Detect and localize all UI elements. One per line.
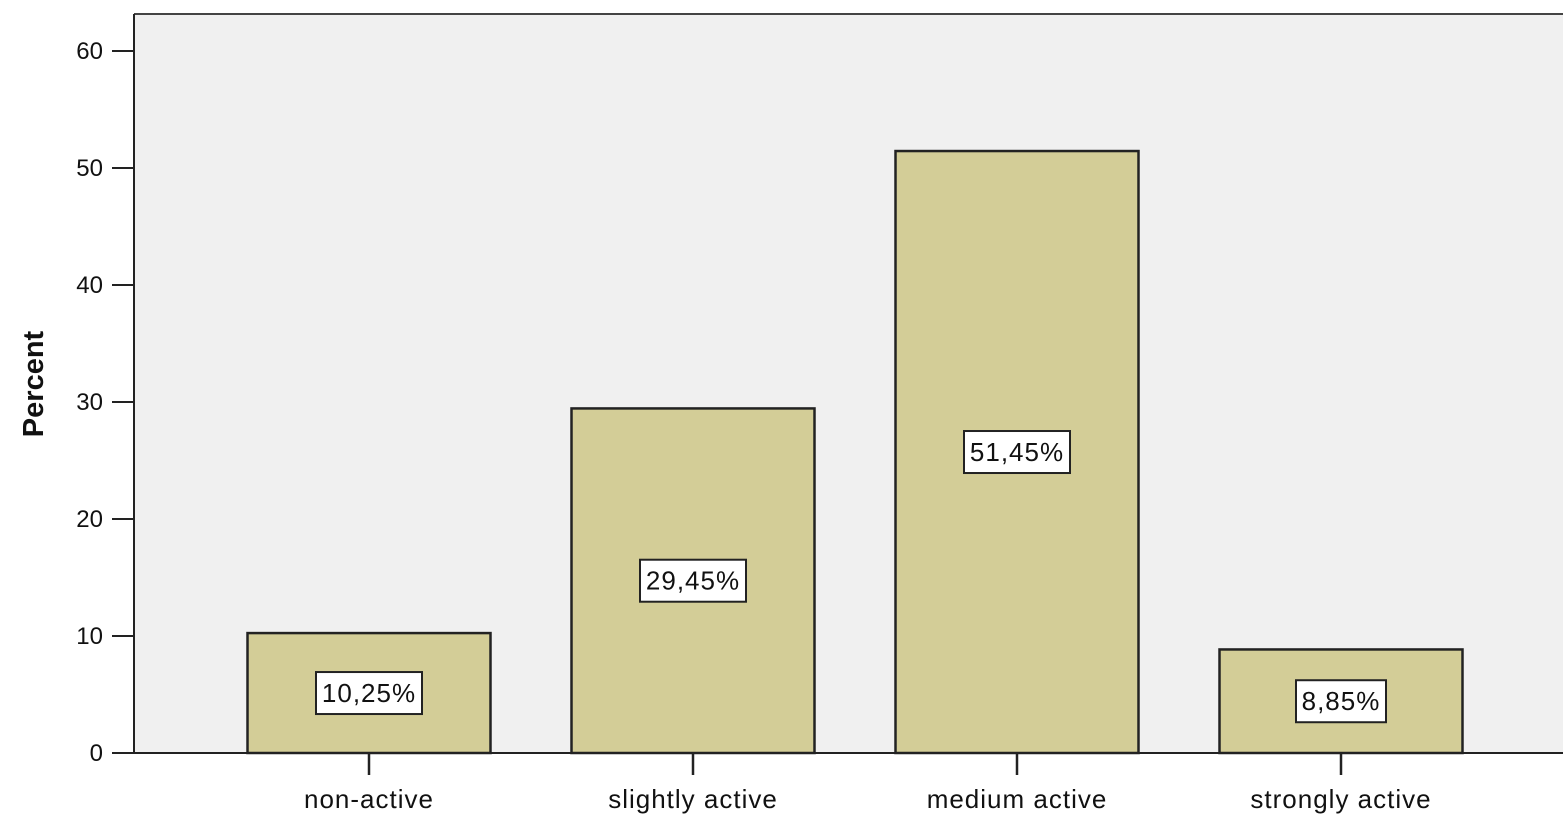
data-label: 51,45% [964,431,1070,473]
y-tick-label: 40 [76,272,103,299]
x-tick-label: non-active [304,784,434,814]
x-tick-label: slightly active [608,784,778,814]
y-axis-label: Percent [18,330,50,437]
x-tick-label: medium active [927,784,1108,814]
data-label-text: 29,45% [646,566,740,596]
y-tick-label: 20 [76,506,103,533]
y-tick-label: 30 [76,389,103,416]
y-tick-label: 10 [76,623,103,650]
x-tick-label: strongly active [1250,784,1431,814]
y-tick-label: 50 [76,155,103,182]
data-label: 8,85% [1296,680,1386,722]
data-label-text: 10,25% [322,678,416,708]
data-label: 10,25% [316,672,422,714]
data-label: 29,45% [640,560,746,602]
y-tick-label: 60 [76,38,103,65]
y-tick-label: 0 [90,740,103,767]
data-label-text: 8,85% [1302,686,1381,716]
data-label-text: 51,45% [970,437,1064,467]
